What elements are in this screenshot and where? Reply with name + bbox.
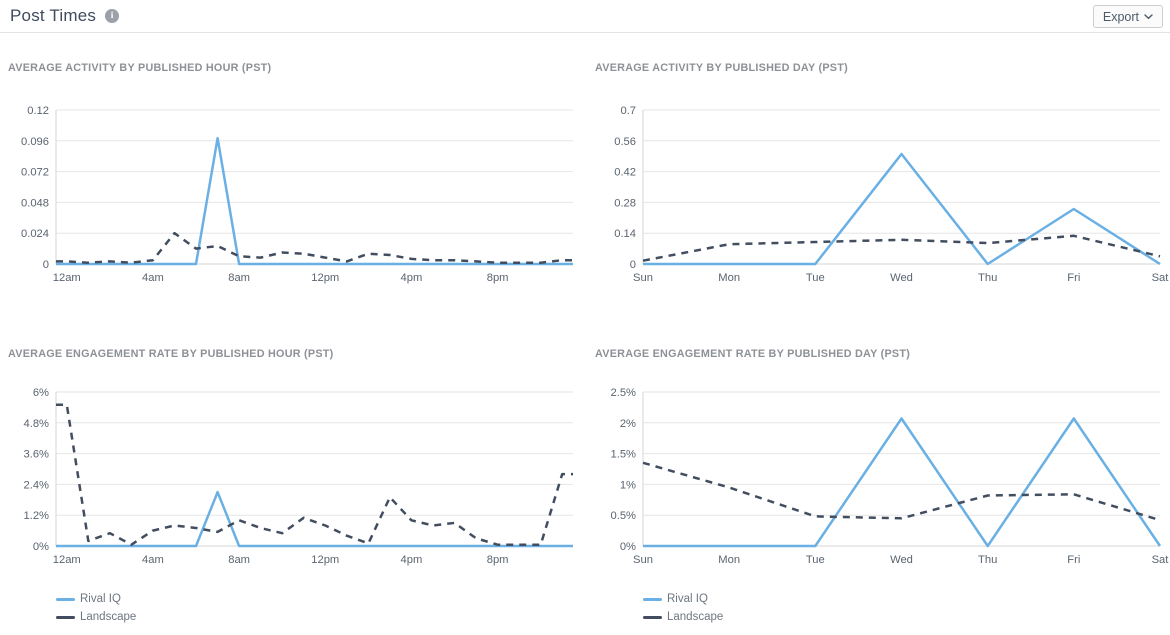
x-axis-tick-label: Mon <box>718 272 740 284</box>
legend-item-landscape[interactable]: Landscape <box>643 608 1170 626</box>
y-axis-tick-label: 4.8% <box>24 418 50 430</box>
info-icon[interactable]: i <box>105 9 120 23</box>
y-axis-tick-label: 1.5% <box>611 449 637 461</box>
rival-iq-line[interactable] <box>56 490 573 548</box>
y-axis-tick-label: 0.42 <box>614 167 636 179</box>
x-axis-tick-label: 12am <box>53 554 81 566</box>
y-axis-tick-label: 3.6% <box>24 449 50 461</box>
panel-engagement-by-day: AVERAGE ENGAGEMENT RATE BY PUBLISHED DAY… <box>585 290 1170 626</box>
y-axis-tick-label: 0.5% <box>611 510 637 522</box>
y-axis-tick-label: 0.28 <box>614 197 636 209</box>
landscape-line[interactable] <box>642 234 1161 262</box>
chart-title-activity-by-hour: AVERAGE ACTIVITY BY PUBLISHED HOUR (PST) <box>8 62 272 74</box>
chart-legend: Rival IQ Landscape <box>643 590 1170 626</box>
rival-iq-line[interactable] <box>643 152 1161 266</box>
y-axis-tick-label: 0 <box>630 259 636 271</box>
activity-by-hour-chart[interactable]: 0 0.024 0.048 0.072 0.096 0.12 12am 4am 8am 12pm 4… <box>8 82 583 290</box>
x-axis-tick-label: 4pm <box>401 272 423 284</box>
x-axis-tick-label: 12pm <box>311 554 339 566</box>
y-axis-tick-label: 1% <box>620 479 636 491</box>
x-axis-tick-label: Mon <box>718 554 740 566</box>
x-axis-tick-label: Sat <box>1152 554 1170 566</box>
y-axis-tick-label: 0.072 <box>21 167 49 179</box>
activity-by-day-chart[interactable]: 0 0.14 0.28 0.42 0.56 0.7 Sun Mon Tue Wed Thu Fri Sa… <box>595 82 1170 290</box>
y-axis-tick-label: 0.048 <box>21 197 49 209</box>
y-axis-tick-label: 0.024 <box>21 228 49 240</box>
legend-swatch-landscape <box>56 615 75 619</box>
x-axis-tick-label: 4am <box>142 272 164 284</box>
x-axis-tick-label: Sat <box>1152 272 1170 284</box>
x-axis-tick-label: 8am <box>228 554 250 566</box>
landscape-line[interactable] <box>56 231 573 264</box>
panel-activity-by-day: AVERAGE ACTIVITY BY PUBLISHED DAY (PST) … <box>585 33 1170 290</box>
y-axis-tick-label: 1.2% <box>24 510 50 522</box>
x-axis-tick-label: 12pm <box>311 272 339 284</box>
y-axis-tick-label: 2.4% <box>24 479 50 491</box>
x-axis-tick-label: Fri <box>1067 554 1080 566</box>
export-button[interactable]: Export <box>1092 5 1163 28</box>
legend-label-rival-iq: Rival IQ <box>667 593 708 605</box>
x-axis-tick-label: 8pm <box>487 554 509 566</box>
y-axis-tick-label: 0.14 <box>614 228 636 240</box>
x-axis-tick-label: Wed <box>890 554 913 566</box>
x-axis-tick-label: Sun <box>633 554 653 566</box>
y-axis-tick-label: 6% <box>33 387 49 399</box>
x-axis-tick-label: Sun <box>633 272 653 284</box>
panel-engagement-by-hour: AVERAGE ENGAGEMENT RATE BY PUBLISHED HOU… <box>0 290 585 626</box>
chart-title-activity-by-day: AVERAGE ACTIVITY BY PUBLISHED DAY (PST) <box>595 62 848 74</box>
legend-swatch-rival-iq <box>56 597 75 601</box>
y-axis-tick-label: 2% <box>620 418 636 430</box>
y-axis-tick-label: 0 <box>43 259 49 271</box>
x-axis-tick-label: 8pm <box>487 272 509 284</box>
x-axis-tick-label: Tue <box>806 272 825 284</box>
legend-swatch-landscape <box>643 615 662 619</box>
page-title: Post Times <box>10 6 97 25</box>
rival-iq-line[interactable] <box>56 136 573 266</box>
legend-item-rival-iq[interactable]: Rival IQ <box>56 590 585 608</box>
x-axis-tick-label: Fri <box>1067 272 1080 284</box>
x-axis-tick-label: Wed <box>890 272 913 284</box>
rival-iq-line[interactable] <box>643 417 1162 548</box>
landscape-line[interactable] <box>642 461 1161 522</box>
charts-grid: AVERAGE ACTIVITY BY PUBLISHED HOUR (PST)… <box>0 33 1170 626</box>
export-label: Export <box>1102 9 1139 24</box>
x-axis-tick-label: Thu <box>978 554 997 566</box>
y-axis-tick-label: 2.5% <box>611 387 637 399</box>
landscape-line[interactable] <box>56 403 573 546</box>
x-axis-tick-label: 4am <box>142 554 164 566</box>
chart-title-engagement-by-day: AVERAGE ENGAGEMENT RATE BY PUBLISHED DAY… <box>595 348 911 360</box>
x-axis-tick-label: 12am <box>53 272 81 284</box>
panel-activity-by-hour: AVERAGE ACTIVITY BY PUBLISHED HOUR (PST)… <box>0 33 585 290</box>
legend-label-rival-iq: Rival IQ <box>80 593 121 605</box>
legend-label-landscape: Landscape <box>667 611 724 623</box>
x-axis-tick-label: 8am <box>228 272 250 284</box>
legend-item-rival-iq[interactable]: Rival IQ <box>643 590 1170 608</box>
page-header: Post Times i Export <box>0 0 1170 33</box>
legend-item-landscape[interactable]: Landscape <box>56 608 585 626</box>
chart-legend: Rival IQ Landscape <box>56 590 585 626</box>
y-axis-tick-label: 0.7 <box>620 105 636 117</box>
chart-title-engagement-by-hour: AVERAGE ENGAGEMENT RATE BY PUBLISHED HOU… <box>8 348 334 360</box>
engagement-by-day-chart[interactable]: 0% 0.5% 1% 1.5% 2% 2.5% Sun Mon Tue Wed Thu Fri Sat <box>595 364 1170 572</box>
legend-label-landscape: Landscape <box>80 611 137 623</box>
chevron-down-icon <box>1144 13 1153 20</box>
legend-swatch-rival-iq <box>643 597 662 601</box>
y-axis-tick-label: 0.12 <box>27 105 49 117</box>
x-axis-tick-label: Thu <box>978 272 997 284</box>
engagement-by-hour-chart[interactable]: 0% 1.2% 2.4% 3.6% 4.8% 6% 12am 4am 8am 12pm 4pm 8pm <box>8 364 583 572</box>
y-axis-tick-label: 0.096 <box>21 136 49 148</box>
y-axis-tick-label: 0% <box>620 541 636 553</box>
y-axis-tick-label: 0.56 <box>614 136 636 148</box>
x-axis-tick-label: 4pm <box>401 554 423 566</box>
y-axis-tick-label: 0% <box>33 541 49 553</box>
x-axis-tick-label: Tue <box>806 554 825 566</box>
